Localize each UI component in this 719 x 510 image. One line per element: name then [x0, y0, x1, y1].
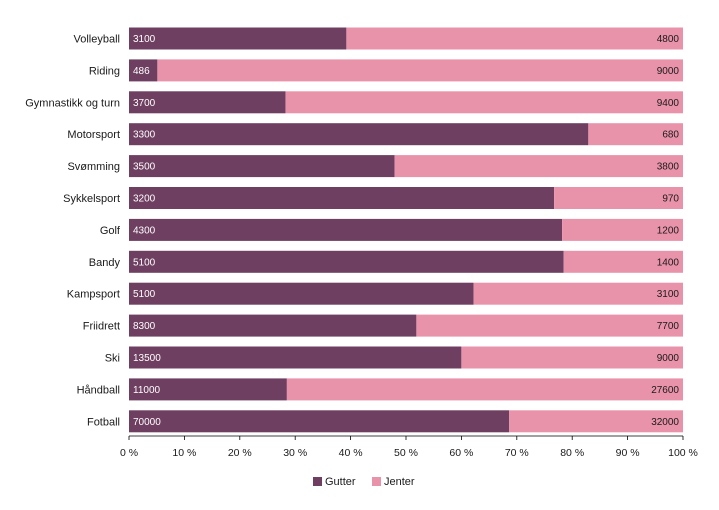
bar-jenter-golf — [562, 218, 683, 241]
bar-jenter-kampsport — [473, 282, 683, 305]
data-label-jenter-kampsport: 3100 — [657, 289, 680, 300]
bar-jenter-bandy — [563, 250, 683, 273]
legend-label-jenter: Jenter — [384, 476, 415, 488]
legend: Gutter Jenter — [313, 476, 415, 488]
data-label-gutter-fotball: 70000 — [133, 417, 161, 428]
data-label-gutter-bandy: 5100 — [133, 257, 156, 268]
data-label-gutter-svømming: 3500 — [133, 162, 156, 173]
data-label-gutter-ski: 13500 — [133, 353, 161, 364]
category-label-riding: Riding — [89, 65, 120, 77]
bar-jenter-håndball — [286, 378, 683, 401]
bars-group: 3100 4800 486 9000 3700 9400 3300 680 3500 3800 32… — [129, 27, 683, 433]
category-label-kampsport: Kampsport — [67, 289, 120, 301]
bar-jenter-fotball — [509, 410, 683, 433]
bar-gutter-friidrett — [129, 314, 417, 337]
x-tick-label-4: 40 % — [339, 447, 363, 459]
x-tick-label-7: 70 % — [505, 447, 529, 459]
bar-jenter-volleyball — [346, 27, 683, 50]
category-label-golf: Golf — [100, 225, 121, 237]
legend-item-jenter: Jenter — [372, 476, 415, 488]
data-label-jenter-ski: 9000 — [657, 353, 680, 364]
data-label-gutter-gymnastikk-og-turn: 3700 — [133, 98, 156, 109]
x-tick-label-2: 20 % — [228, 447, 252, 459]
bar-jenter-friidrett — [416, 314, 683, 337]
bar-jenter-gymnastikk-og-turn — [285, 91, 683, 114]
bar-gutter-gymnastikk-og-turn — [129, 91, 286, 114]
data-label-gutter-friidrett: 8300 — [133, 321, 156, 332]
x-tick-label-9: 90 % — [616, 447, 640, 459]
data-label-jenter-håndball: 27600 — [651, 385, 679, 396]
data-label-jenter-svømming: 3800 — [657, 162, 680, 173]
legend-label-gutter: Gutter — [325, 476, 356, 488]
x-tick-label-3: 30 % — [283, 447, 307, 459]
bar-gutter-motorsport — [129, 123, 589, 146]
data-label-gutter-motorsport: 3300 — [133, 130, 156, 141]
data-label-gutter-volleyball: 3100 — [133, 34, 156, 45]
data-label-jenter-riding: 9000 — [657, 66, 680, 77]
bar-gutter-fotball — [129, 410, 510, 433]
category-label-ski: Ski — [105, 353, 120, 365]
bar-jenter-ski — [461, 346, 683, 369]
data-label-gutter-håndball: 11000 — [133, 385, 161, 396]
category-label-håndball: Håndball — [77, 384, 120, 396]
x-tick-label-8: 80 % — [560, 447, 584, 459]
legend-swatch-gutter — [313, 477, 322, 486]
category-label-sykkelsport: Sykkelsport — [63, 193, 120, 205]
category-label-motorsport: Motorsport — [67, 129, 120, 141]
data-label-jenter-friidrett: 7700 — [657, 321, 680, 332]
bar-jenter-svømming — [394, 155, 683, 178]
bar-gutter-golf — [129, 218, 563, 241]
x-tick-label-10: 100 % — [668, 447, 698, 459]
bar-gutter-ski — [129, 346, 462, 369]
bar-gutter-kampsport — [129, 282, 474, 305]
data-label-gutter-riding: 486 — [133, 66, 150, 77]
bar-gutter-riding — [129, 59, 158, 82]
bar-gutter-bandy — [129, 250, 564, 273]
bar-gutter-sykkelsport — [129, 187, 555, 209]
bar-jenter-motorsport — [588, 123, 683, 146]
data-label-jenter-volleyball: 4800 — [657, 34, 680, 45]
category-label-fotball: Fotball — [87, 416, 120, 428]
category-label-gymnastikk-og-turn: Gymnastikk og turn — [25, 97, 120, 109]
bar-gutter-håndball — [129, 378, 287, 401]
bar-gutter-svømming — [129, 155, 395, 178]
category-label-volleyball: Volleyball — [74, 34, 120, 46]
category-label-bandy: Bandy — [89, 257, 121, 269]
category-label-svømming: Svømming — [67, 161, 120, 173]
legend-item-gutter: Gutter — [313, 476, 356, 488]
data-label-jenter-gymnastikk-og-turn: 9400 — [657, 98, 680, 109]
data-label-gutter-golf: 4300 — [133, 225, 156, 236]
data-label-jenter-motorsport: 680 — [662, 130, 679, 141]
x-tick-label-1: 10 % — [172, 447, 196, 459]
legend-swatch-jenter — [372, 477, 381, 486]
category-label-friidrett: Friidrett — [83, 321, 120, 333]
x-axis: 0 % 10 % 20 % 30 % 40 % 50 % 60 % 70 % 80 % 90 % 1… — [120, 435, 698, 459]
bar-jenter-riding — [157, 59, 683, 82]
data-label-gutter-sykkelsport: 3200 — [133, 194, 156, 205]
data-label-jenter-sykkelsport: 970 — [662, 194, 679, 205]
data-label-jenter-golf: 1200 — [657, 225, 680, 236]
x-tick-label-6: 60 % — [449, 447, 473, 459]
data-label-jenter-bandy: 1400 — [657, 257, 680, 268]
x-tick-label-5: 50 % — [394, 447, 418, 459]
data-label-jenter-fotball: 32000 — [651, 417, 679, 428]
x-tick-label-0: 0 % — [120, 447, 138, 459]
category-labels: Volleyball Riding Gymnastikk og turn Motors… — [25, 34, 121, 429]
bar-jenter-sykkelsport — [554, 187, 683, 209]
data-label-gutter-kampsport: 5100 — [133, 289, 156, 300]
bar-gutter-volleyball — [129, 27, 347, 50]
